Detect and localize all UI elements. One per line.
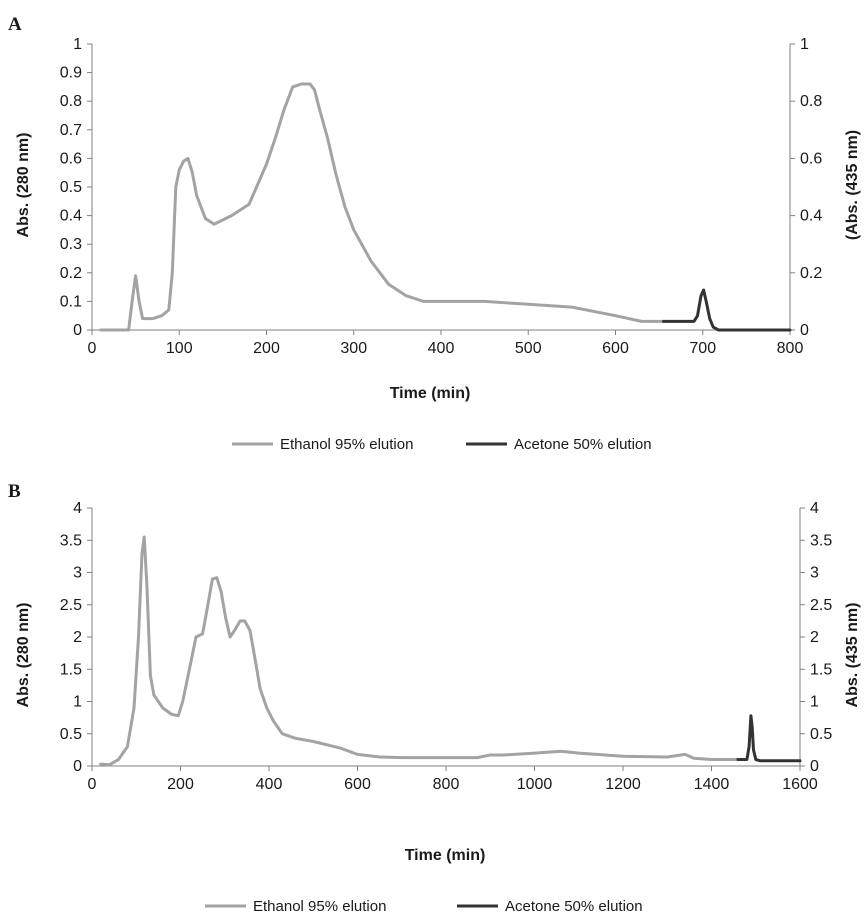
- y-left-tick-label: 0: [73, 758, 82, 775]
- series-line-acetone: [662, 288, 792, 332]
- x-tick-label: 500: [515, 340, 542, 357]
- y-left-tick-label: 3: [73, 565, 82, 582]
- y-right-tick-label: 0.2: [800, 265, 822, 282]
- y-right-tick-label: 1: [810, 694, 819, 711]
- y-axis-left-title: Abs. (280 nm): [15, 603, 32, 708]
- x-tick-label: 600: [602, 340, 629, 357]
- y-right-tick-label: 0.5: [810, 726, 832, 743]
- y-axis-right-ticks: 0 0.2 0.4 0.6 0.8 1: [790, 36, 822, 339]
- x-tick-label: 400: [256, 776, 283, 793]
- y-right-tick-label: 0.6: [800, 150, 822, 167]
- y-right-tick-label: 1.5: [810, 661, 832, 678]
- x-axis-title: Time (min): [405, 847, 486, 864]
- y-left-tick-label: 0.3: [60, 236, 82, 253]
- x-tick-label: 0: [88, 340, 97, 357]
- legend: Ethanol 95% elution Acetone 50% elution: [205, 898, 643, 915]
- y-left-tick-label: 2.5: [60, 597, 82, 614]
- y-axis-left-title: Abs. (280 nm): [15, 133, 32, 238]
- series-line-ethanol: [99, 82, 665, 332]
- chart-panel-b: B 0 0.5 1 1.5 2 2.5 3 3.5 4 0 0.5 1 1.5 2 2.5 3 3.5 4 0 2…: [8, 481, 861, 915]
- y-left-tick-label: 3.5: [60, 532, 82, 549]
- x-tick-label: 100: [166, 340, 193, 357]
- legend-label-acetone: Acetone 50% elution: [514, 436, 652, 453]
- y-left-tick-label: 0.5: [60, 726, 82, 743]
- y-left-tick-label: 0.6: [60, 150, 82, 167]
- x-axis-title: Time (min): [390, 385, 471, 402]
- x-tick-label: 1000: [517, 776, 553, 793]
- y-left-tick-label: 1: [73, 36, 82, 53]
- panel-label: B: [8, 481, 21, 502]
- series-layer: [99, 82, 792, 332]
- y-right-tick-label: 2.5: [810, 597, 832, 614]
- y-left-tick-label: 1.5: [60, 661, 82, 678]
- y-axis-right-ticks: 0 0.5 1 1.5 2 2.5 3 3.5 4: [800, 500, 832, 775]
- x-axis-ticks: 0 200 400 600 800 1000 1200 1400 1600: [88, 766, 818, 793]
- x-tick-label: 200: [167, 776, 194, 793]
- y-left-tick-label: 0.8: [60, 93, 82, 110]
- y-left-tick-label: 1: [73, 694, 82, 711]
- chart-panel-a: A 00.10.20.30.40.50.60.70.80.91 00.20.40…: [8, 14, 861, 453]
- series-layer: [99, 535, 802, 767]
- y-left-tick-label: 0.7: [60, 122, 82, 139]
- x-tick-label: 800: [433, 776, 460, 793]
- y-left-tick-label: 0.4: [60, 208, 82, 225]
- x-tick-label: 600: [344, 776, 371, 793]
- y-left-tick-label: 0.5: [60, 179, 82, 196]
- panel-label: A: [8, 14, 22, 35]
- x-tick-label: 0: [88, 776, 97, 793]
- y-axis-left-ticks: 0 0.1 0.2 0.3 0.4 0.5 0.6 0.7 0.8 0.9 1: [60, 36, 92, 339]
- x-tick-label: 700: [689, 340, 716, 357]
- y-axis-left-ticks: 0 0.5 1 1.5 2 2.5 3 3.5 4: [60, 500, 92, 775]
- y-right-tick-label: 0: [810, 758, 819, 775]
- y-left-tick-label: 0.9: [60, 65, 82, 82]
- y-right-tick-label: 0.4: [800, 208, 822, 225]
- x-tick-label: 200: [253, 340, 280, 357]
- y-left-tick-label: 0: [73, 322, 82, 339]
- legend-label-acetone: Acetone 50% elution: [505, 898, 643, 915]
- x-tick-label: 1600: [782, 776, 818, 793]
- x-tick-label: 1400: [694, 776, 730, 793]
- y-right-tick-label: 4: [810, 500, 819, 517]
- x-tick-label: 1200: [605, 776, 641, 793]
- y-left-tick-label: 0.2: [60, 265, 82, 282]
- legend-label-ethanol: Ethanol 95% elution: [253, 898, 386, 915]
- series-line-ethanol: [99, 535, 740, 767]
- x-axis-ticks: 0 100 200 300 400 500 600 700 800: [88, 330, 804, 357]
- y-right-tick-label: 0: [800, 322, 809, 339]
- y-right-tick-label: 0.8: [800, 93, 822, 110]
- y-left-tick-label: 0.1: [60, 293, 82, 310]
- y-right-tick-label: 1: [800, 36, 809, 53]
- y-right-tick-label: 2: [810, 629, 819, 646]
- y-right-tick-label: 3: [810, 565, 819, 582]
- x-tick-label: 300: [340, 340, 367, 357]
- legend: Ethanol 95% elution Acetone 50% elution: [232, 436, 652, 453]
- x-tick-label: 400: [428, 340, 455, 357]
- y-right-tick-label: 3.5: [810, 532, 832, 549]
- x-tick-label: 800: [777, 340, 804, 357]
- y-axis-right-title: (Abs. (435 nm): [844, 130, 861, 240]
- y-axis-right-title: Abs. (435 nm): [844, 603, 861, 708]
- series-line-acetone: [736, 714, 802, 763]
- legend-label-ethanol: Ethanol 95% elution: [280, 436, 413, 453]
- y-left-tick-label: 4: [73, 500, 82, 517]
- y-left-tick-label: 2: [73, 629, 82, 646]
